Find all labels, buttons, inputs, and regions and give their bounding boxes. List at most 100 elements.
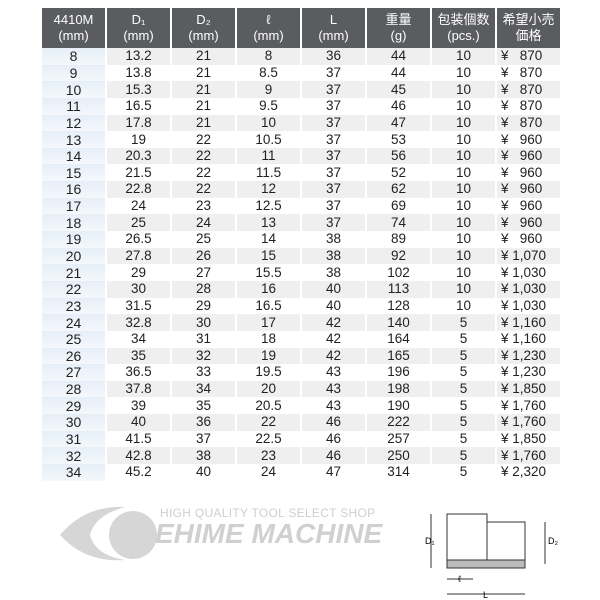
header-line: (mm) <box>123 28 154 43</box>
price-cell: ¥ 870 <box>497 48 560 65</box>
weight-cell: 164 <box>387 331 410 347</box>
d1-cell: 29 <box>130 264 147 280</box>
price-cell: ¥ 960 <box>501 231 543 247</box>
price-cell: ¥ 1,070 <box>497 247 560 265</box>
logo-icon <box>55 495 165 570</box>
d2-cell: 22 <box>172 181 235 198</box>
d2-cell: 30 <box>172 314 235 331</box>
header-line: (pcs.) <box>447 28 480 43</box>
header-line: L <box>329 12 338 27</box>
d2-cell: 36 <box>172 414 235 431</box>
l-small-cell: 23 <box>237 447 300 465</box>
size-cell: 13 <box>42 131 105 148</box>
l-big-cell: 42 <box>302 347 365 365</box>
d2-cell: 28 <box>172 280 235 298</box>
d1-cell: 35 <box>107 347 170 365</box>
d1-cell: 36.5 <box>125 364 152 380</box>
l-small-cell: 20.5 <box>255 397 282 413</box>
d1-cell: 20.3 <box>107 147 170 165</box>
size-cell: 27 <box>42 364 105 381</box>
table-row: 16 22.8 22 12 37 62 10 ¥ 960 <box>42 181 560 198</box>
weight-cell: 53 <box>390 131 407 147</box>
table-row: 30 40 36 22 46 222 5 ¥ 1,760 <box>42 414 560 431</box>
watermark-brand: EHIME MACHINE <box>155 518 383 549</box>
l-small-cell: 18 <box>260 331 277 347</box>
pack-qty-cell: 5 <box>459 331 468 347</box>
l-small-cell: 9 <box>237 81 300 98</box>
size-cell: 31 <box>42 430 105 448</box>
pack-qty-cell: 10 <box>432 48 495 65</box>
d1-cell: 22.8 <box>107 181 170 198</box>
column-header: 4410M (mm) <box>42 8 105 48</box>
l-small-cell: 9.5 <box>259 98 278 114</box>
d1-cell: 37.8 <box>107 380 170 398</box>
d1-cell: 26.5 <box>125 231 152 247</box>
d2-cell: 32 <box>172 347 235 365</box>
table-row: 18 25 24 13 37 74 10 ¥ 960 <box>42 214 560 232</box>
d1-cell: 27.8 <box>107 247 170 265</box>
l-small-cell: 13 <box>237 214 300 232</box>
pack-qty-cell: 5 <box>459 464 468 480</box>
l-small-cell: 15.5 <box>255 264 282 280</box>
pack-qty-cell: 5 <box>459 364 468 380</box>
l-small-cell: 10.5 <box>255 131 282 147</box>
d2-cell: 31 <box>195 331 212 347</box>
price-cell: ¥ 1,160 <box>501 331 547 347</box>
price-cell: ¥ 960 <box>501 164 543 180</box>
d1-cell: 40 <box>107 414 170 431</box>
price-cell: ¥ 1,850 <box>501 431 547 447</box>
table-row: 22 30 28 16 40 113 10 ¥ 1,030 <box>42 280 560 298</box>
size-cell: 16 <box>42 181 105 198</box>
l-big-label: L <box>483 590 488 600</box>
l-small-cell: 16 <box>237 280 300 298</box>
weight-cell: 128 <box>387 297 410 313</box>
l-small-cell: 8 <box>237 48 300 65</box>
table-row: 12 17.8 21 10 37 47 10 ¥ 870 <box>42 114 560 132</box>
price-cell: ¥ 1,030 <box>497 280 560 298</box>
d1-cell: 39 <box>130 397 147 413</box>
l-small-cell: 14 <box>260 231 277 247</box>
l-small-cell: 8.5 <box>259 64 278 80</box>
l-big-cell: 40 <box>325 297 342 313</box>
weight-cell: 102 <box>387 264 410 280</box>
table-row: 11 16.5 21 9.5 37 46 10 ¥ 870 <box>42 97 560 115</box>
pack-qty-cell: 5 <box>432 347 495 365</box>
l-big-cell: 37 <box>302 214 365 232</box>
l-small-cell: 16.5 <box>255 297 282 313</box>
l-big-cell: 37 <box>325 64 342 80</box>
d2-cell: 25 <box>195 231 212 247</box>
table-row: 10 15.3 21 9 37 45 10 ¥ 870 <box>42 81 560 98</box>
pack-qty-cell: 10 <box>432 114 495 132</box>
price-cell: ¥ 1,030 <box>501 264 547 280</box>
price-cell: ¥ 1,760 <box>497 447 560 465</box>
price-cell: ¥ 2,320 <box>501 464 547 480</box>
d2-cell: 37 <box>195 431 212 447</box>
price-cell: ¥ 1,230 <box>497 347 560 365</box>
size-cell: 21 <box>42 264 105 281</box>
header-line: (mm) <box>253 28 284 43</box>
l-big-cell: 47 <box>325 464 342 480</box>
weight-cell: 46 <box>390 98 407 114</box>
header-line: 包装個数 <box>437 12 490 27</box>
spec-table: 4410M (mm) D₁ (mm) D₂ (mm) ℓ (mm) L (mm) 重量 (g) 包装個数… <box>40 8 562 481</box>
weight-cell: 74 <box>367 214 430 232</box>
l-big-cell: 40 <box>302 280 365 298</box>
weight-cell: 222 <box>367 414 430 431</box>
l-big-cell: 46 <box>325 431 342 447</box>
l-big-cell: 42 <box>302 314 365 331</box>
weight-cell: 62 <box>367 181 430 198</box>
d1-cell: 31.5 <box>125 297 152 313</box>
d1-cell: 21.5 <box>125 164 152 180</box>
table-row: 27 36.5 33 19.5 43 196 5 ¥ 1,230 <box>42 364 560 381</box>
column-header: D₂ (mm) <box>172 8 235 48</box>
d2-cell: 24 <box>172 214 235 232</box>
l-big-cell: 37 <box>325 131 342 147</box>
pack-qty-cell: 10 <box>455 64 472 80</box>
price-cell: ¥ 870 <box>497 114 560 132</box>
d1-cell: 30 <box>107 280 170 298</box>
l-big-cell: 37 <box>325 198 342 214</box>
column-header: ℓ (mm) <box>237 8 300 48</box>
weight-cell: 198 <box>367 380 430 398</box>
watermark-tagline: HIGH QUALITY TOOL SELECT SHOP <box>160 506 376 520</box>
d1-label: D₁ <box>425 536 435 546</box>
